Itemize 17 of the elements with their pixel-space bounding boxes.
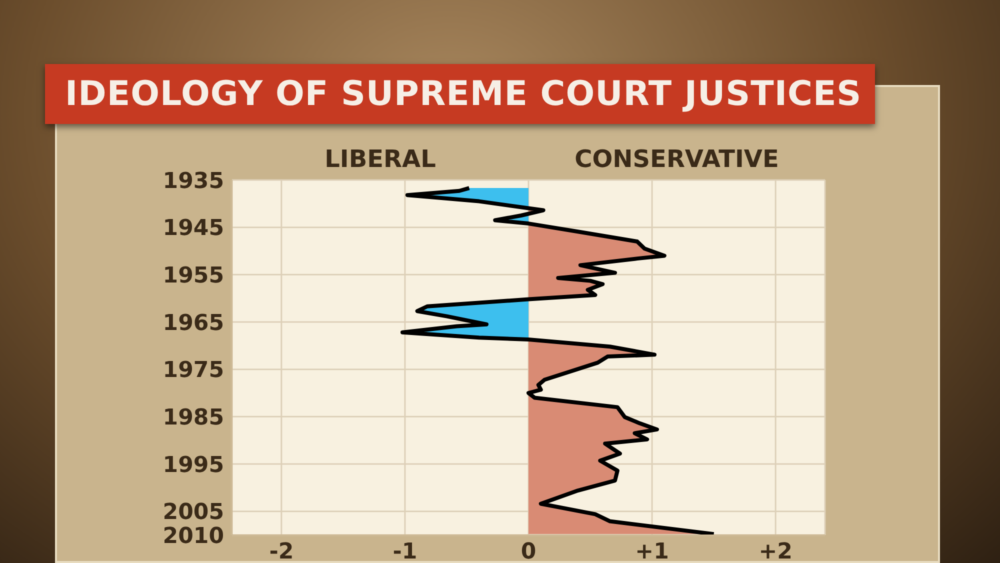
y-tick-label: 1975	[162, 358, 224, 384]
text: CONSERVATIVE	[574, 145, 780, 173]
x-tick-label: -2	[269, 540, 294, 563]
y-tick-label: 2005	[162, 500, 224, 526]
y-tick-label: 1985	[162, 405, 224, 430]
x-tick-label: +2	[758, 540, 792, 563]
text: LIBERAL	[324, 145, 437, 173]
y-tick-label: 2010	[162, 524, 224, 549]
x-tick-label: -1	[392, 540, 418, 563]
y-tick-label: 1955	[162, 263, 224, 288]
y-tick-label: 1945	[162, 216, 224, 242]
chart-title: IDEOLOGY OF SUPREME COURT JUSTICES	[65, 74, 862, 114]
y-tick-label: 1995	[162, 452, 224, 478]
x-tick-label: +1	[635, 540, 669, 563]
x-tick-label: 0	[520, 540, 536, 563]
y-tick-label: 1965	[162, 310, 224, 336]
y-tick-label: 1935	[162, 168, 224, 194]
